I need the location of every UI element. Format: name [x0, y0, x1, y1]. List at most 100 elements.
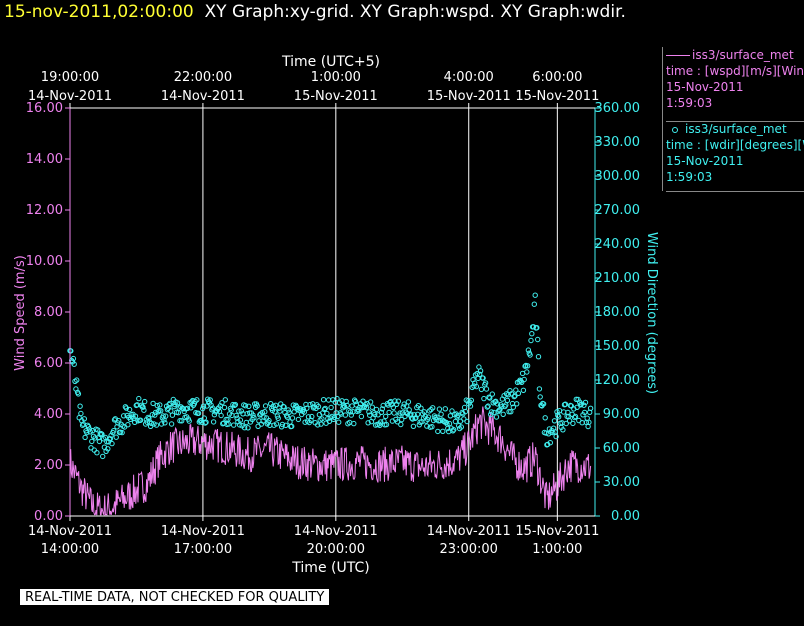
wind-direction-point	[562, 401, 569, 407]
wind-direction-point	[90, 427, 96, 434]
wind-direction-point	[236, 422, 243, 428]
wind-direction-point	[309, 413, 315, 420]
top-x-tick-label: 1:00:00	[311, 70, 361, 85]
wind-direction-point	[150, 400, 156, 407]
wind-direction-point	[78, 410, 84, 417]
wind-direction-point	[342, 412, 349, 418]
wind-direction-point	[554, 409, 560, 415]
left-y-tick-label: 8.00	[34, 305, 63, 320]
x-tick-label: 14-Nov-2011	[161, 524, 245, 539]
wind-direction-point	[456, 423, 462, 429]
wind-direction-point	[92, 435, 98, 441]
wind-direction-point	[158, 408, 164, 414]
wind-direction-point	[587, 405, 594, 411]
wind-direction-point	[113, 434, 119, 440]
wind-direction-point	[97, 431, 103, 437]
wind-direction-point	[566, 418, 573, 424]
wind-direction-point	[425, 414, 432, 420]
wind-direction-point	[537, 394, 543, 400]
wind-direction-point	[395, 398, 401, 404]
wind-direction-point	[281, 404, 287, 410]
wind-direction-point	[349, 403, 355, 409]
wind-direction-point	[366, 409, 372, 415]
wind-direction-point	[504, 397, 511, 404]
wind-direction-point	[440, 428, 446, 434]
wind-direction-point	[494, 401, 501, 407]
top-x-tick-label: 15-Nov-2011	[294, 89, 378, 104]
wind-direction-point	[77, 403, 83, 409]
wind-direction-point	[119, 429, 125, 436]
wind-direction-point	[503, 402, 509, 408]
wind-direction-point	[493, 414, 500, 420]
wind-direction-point	[435, 418, 442, 424]
wind-direction-point	[452, 418, 459, 425]
wind-direction-point	[334, 395, 340, 402]
left-y-tick-label: 6.00	[34, 356, 63, 371]
wind-direction-point	[195, 410, 202, 416]
wind-direction-point	[500, 411, 506, 417]
wind-direction-point	[331, 414, 338, 421]
wind-direction-point	[325, 415, 331, 422]
wind-direction-point	[304, 405, 310, 411]
wind-direction-point	[397, 410, 403, 416]
right-y-tick-label: 240.00	[595, 237, 641, 252]
wind-direction-point	[167, 400, 173, 407]
wind-direction-point	[141, 407, 147, 413]
wind-direction-point	[246, 403, 252, 409]
wind-direction-point	[527, 352, 533, 358]
wind-direction-point	[438, 411, 444, 417]
wind-direction-point	[158, 421, 165, 427]
left-y-tick-label: 2.00	[34, 458, 63, 473]
wind-direction-point	[300, 406, 307, 413]
wind-direction-point	[381, 418, 387, 424]
wind-direction-point	[322, 405, 328, 412]
axes: 14-Nov-2011 14:00:00 14-Nov-2011 17:00:00 14…	[26, 70, 640, 557]
wind-direction-point	[390, 404, 396, 411]
legend-entry-wdir: iss3/surface_met time : [wdir][degrees][…	[666, 121, 804, 192]
top-x-tick-label: 15-Nov-2011	[515, 89, 599, 104]
wind-direction-point	[367, 399, 374, 405]
wind-direction-point	[74, 377, 80, 383]
wind-direction-point	[252, 404, 259, 411]
wind-direction-point	[400, 404, 406, 410]
wind-direction-point	[445, 425, 451, 432]
wind-direction-point	[203, 419, 209, 425]
wind-direction-point	[169, 412, 176, 418]
wind-direction-point	[125, 422, 131, 428]
wind-direction-point	[324, 410, 330, 417]
wind-direction-point	[532, 292, 538, 298]
wind-direction-point	[305, 414, 312, 420]
wind-direction-point	[535, 336, 541, 343]
wind-direction-point	[319, 416, 325, 422]
legend-entry-wspd: iss3/surface_met time : [wspd][m/s][Wind…	[666, 47, 804, 122]
legend-date: 15-Nov-2011	[666, 80, 744, 94]
wind-direction-point	[194, 397, 200, 403]
wind-direction-point	[262, 409, 268, 415]
wind-direction-point	[467, 403, 474, 409]
wind-direction-point	[341, 403, 347, 409]
left-y-tick-label: 4.00	[34, 407, 63, 422]
wind-direction-point	[556, 414, 562, 420]
wind-direction-point	[478, 386, 485, 393]
wind-direction-point	[91, 447, 98, 453]
wind-direction-point	[262, 403, 269, 409]
wind-direction-point	[480, 375, 486, 381]
wind-speed-line	[69, 406, 592, 517]
wind-direction-point	[116, 418, 122, 424]
wind-direction-point	[250, 412, 256, 418]
wind-direction-point	[440, 418, 447, 424]
wind-direction-point	[89, 438, 95, 445]
wind-direction-point	[126, 406, 133, 413]
wind-direction-point	[104, 439, 110, 445]
wind-direction-point	[471, 383, 477, 389]
wind-direction-point	[487, 395, 493, 401]
right-y-tick-label: 300.00	[595, 169, 641, 184]
wind-direction-point	[585, 423, 591, 430]
right-y-tick-label: 90.00	[603, 407, 640, 422]
top-x-tick-label: 6:00:00	[532, 70, 582, 85]
wind-direction-point	[464, 418, 470, 425]
wind-direction-point	[79, 422, 86, 428]
wind-direction-point	[186, 418, 192, 424]
wind-direction-point	[226, 421, 232, 427]
